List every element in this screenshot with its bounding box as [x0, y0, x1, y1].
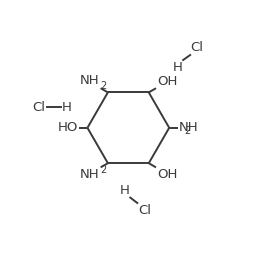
Text: H: H [120, 184, 130, 197]
Text: 2: 2 [184, 126, 190, 136]
Text: H: H [62, 101, 71, 114]
Text: NH: NH [178, 121, 198, 134]
Text: NH: NH [80, 74, 99, 87]
Text: Cl: Cl [138, 204, 151, 217]
Text: Cl: Cl [191, 41, 204, 54]
Text: HO: HO [58, 121, 78, 134]
Text: 2: 2 [100, 81, 106, 91]
Text: H: H [173, 61, 183, 74]
Text: 2: 2 [100, 165, 106, 175]
Text: NH: NH [80, 168, 100, 181]
Text: OH: OH [157, 168, 177, 181]
Text: OH: OH [157, 75, 177, 88]
Text: Cl: Cl [32, 101, 45, 114]
